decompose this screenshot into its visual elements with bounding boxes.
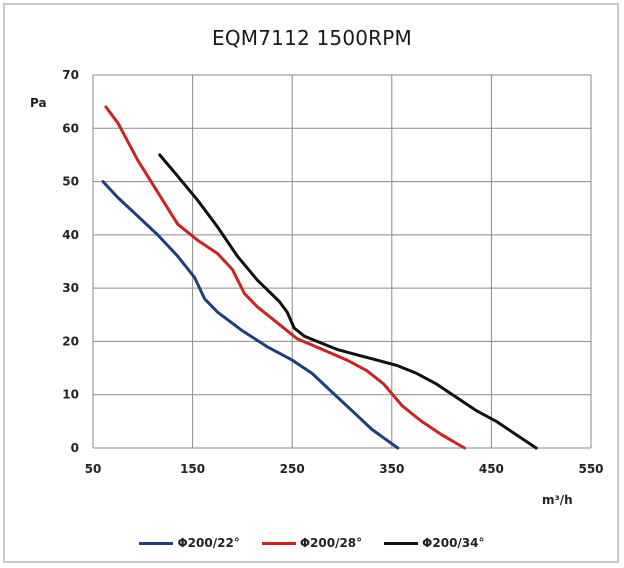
tick-labels: 0 10 20 30 40 50 60 70 50 150 250 350 450 550: [62, 68, 603, 476]
legend-item: Φ200/28°: [261, 536, 363, 550]
y-tick-label: 60: [62, 121, 79, 135]
y-tick-label: 40: [62, 228, 79, 242]
series-line-2: [104, 105, 466, 450]
legend-label: Φ200/34°: [422, 536, 485, 550]
y-tick-label: 0: [71, 441, 79, 455]
legend-swatch: [384, 541, 419, 545]
x-tick-label: 350: [379, 462, 404, 476]
x-tick-label: 250: [280, 462, 305, 476]
y-tick-label: 20: [62, 334, 79, 348]
x-tick-label: 150: [180, 462, 205, 476]
legend-swatch: [261, 541, 296, 545]
legend-swatch: [139, 541, 174, 545]
y-axis-label: Pa: [30, 96, 47, 110]
series-line-1: [101, 180, 400, 450]
legend-item: Φ200/22°: [139, 536, 240, 550]
y-tick-label: 70: [62, 68, 79, 82]
y-tick-label: 10: [62, 388, 79, 402]
x-tick-label: 550: [578, 462, 603, 476]
chart-title: EQM7112 1500RPM: [211, 26, 412, 50]
y-tick-label: 50: [62, 175, 79, 189]
chart-frame: [3, 3, 619, 563]
legend: Φ200/22° Φ200/28° Φ200/34°: [0, 536, 624, 550]
y-tick-label: 30: [62, 281, 79, 295]
series-line-3: [158, 153, 538, 450]
x-tick-label: 450: [479, 462, 504, 476]
grid: [92, 74, 592, 449]
series-group: [101, 105, 538, 450]
x-axis-label: m³/h: [542, 493, 573, 507]
legend-item: Φ200/34°: [384, 536, 485, 550]
legend-label: Φ200/28°: [299, 536, 363, 550]
legend-label: Φ200/22°: [177, 536, 240, 550]
x-tick-label: 50: [85, 462, 102, 476]
